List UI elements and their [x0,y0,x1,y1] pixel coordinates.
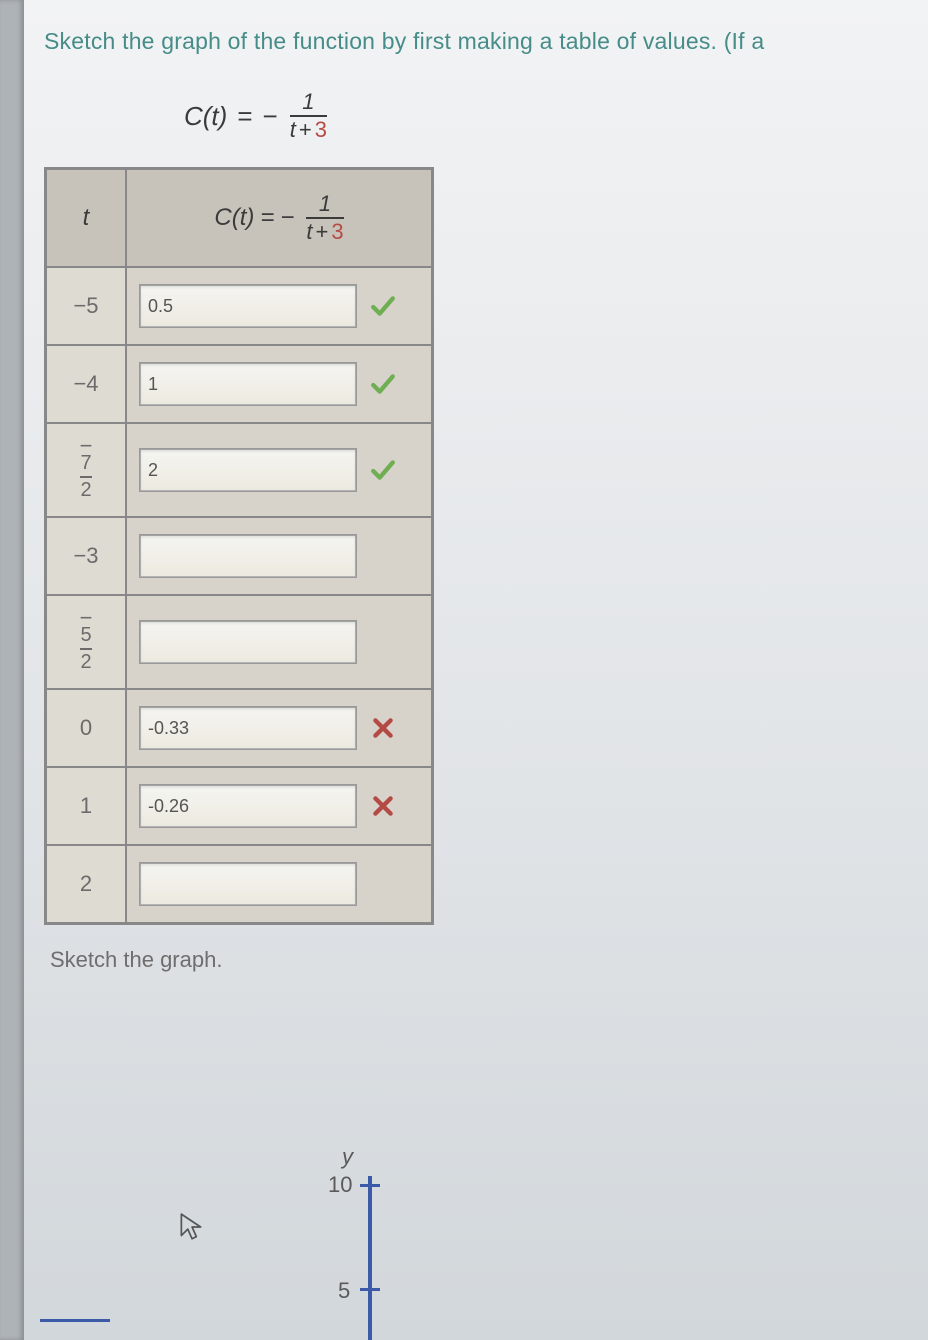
table-row: −72 2 [46,423,433,517]
answer-input[interactable]: -0.33 [139,706,357,750]
header-neg: − [280,204,294,232]
function-definition: C(t) = − 1 t+3 [184,91,892,141]
tick-10 [360,1184,380,1187]
negation-sign: − [263,101,278,132]
t-value: −52 [46,595,127,689]
question-prompt: Sketch the graph of the function by firs… [44,28,892,55]
value-table: t C(t) = − 1 t+3 [44,167,434,925]
t-value: 2 [46,845,127,924]
sketch-instruction: Sketch the graph. [50,947,892,973]
header-den: t+3 [306,219,343,243]
table-row: −5 0.5 [46,267,433,345]
t-value: −5 [46,267,127,345]
table-row: −3 [46,517,433,595]
den-const: 3 [315,117,327,142]
answer-input[interactable]: -0.26 [139,784,357,828]
binding-shadow [0,0,24,1340]
t-value: −3 [46,517,127,595]
checkmark-icon [369,370,397,398]
answer-input[interactable]: 2 [139,448,357,492]
equals-sign: = [233,101,256,132]
header-den-var: t [306,219,312,244]
cross-icon [369,792,397,820]
checkmark-icon [369,292,397,320]
table-row: 2 [46,845,433,924]
table-row: 1 -0.26 [46,767,433,845]
func-lhs: C(t) [184,101,227,132]
header-den-const: 3 [331,219,343,244]
header-equals: = [260,204,274,232]
t-value: 0 [46,689,127,767]
cursor-icon [178,1212,204,1242]
x-axis-fragment [40,1319,110,1322]
answer-input[interactable]: 1 [139,362,357,406]
table-row: −52 [46,595,433,689]
answer-cell: -0.26 [126,767,433,845]
answer-cell: 1 [126,345,433,423]
tick-5 [360,1288,380,1291]
answer-input[interactable] [139,620,357,664]
col-header-ct: C(t) = − 1 t+3 [126,169,433,268]
t-value: −4 [46,345,127,423]
answer-cell [126,517,433,595]
tick-label-10: 10 [328,1172,352,1198]
page-root: Sketch the graph of the function by firs… [0,0,928,1340]
y-axis-label: y [342,1144,353,1170]
graph-canvas[interactable]: y 10 5 [260,1150,420,1340]
denominator: t+3 [290,117,327,141]
header-num: 1 [317,193,333,217]
fraction: 1 t+3 [290,91,327,141]
answer-cell: -0.33 [126,689,433,767]
answer-cell [126,845,433,924]
checkmark-icon [369,456,397,484]
answer-input[interactable] [139,862,357,906]
t-value: −72 [46,423,127,517]
answer-cell: 2 [126,423,433,517]
answer-cell [126,595,433,689]
t-value: 1 [46,767,127,845]
table-body: −5 0.5 −4 1 −72 2 −3−520 -0.33 1 -0.26 2 [46,267,433,924]
den-var: t [290,117,296,142]
y-axis-line [368,1176,372,1340]
table-header-row: t C(t) = − 1 t+3 [46,169,433,268]
answer-input[interactable]: 0.5 [139,284,357,328]
answer-input[interactable] [139,534,357,578]
tick-label-5: 5 [338,1278,350,1304]
header-fraction: 1 t+3 [306,193,343,243]
answer-cell: 0.5 [126,267,433,345]
plus-sign: + [296,117,315,142]
col-header-t: t [46,169,127,268]
numerator: 1 [300,91,316,115]
cross-icon [369,714,397,742]
table-row: 0 -0.33 [46,689,433,767]
table-row: −4 1 [46,345,433,423]
header-func-lhs: C(t) [214,204,254,232]
